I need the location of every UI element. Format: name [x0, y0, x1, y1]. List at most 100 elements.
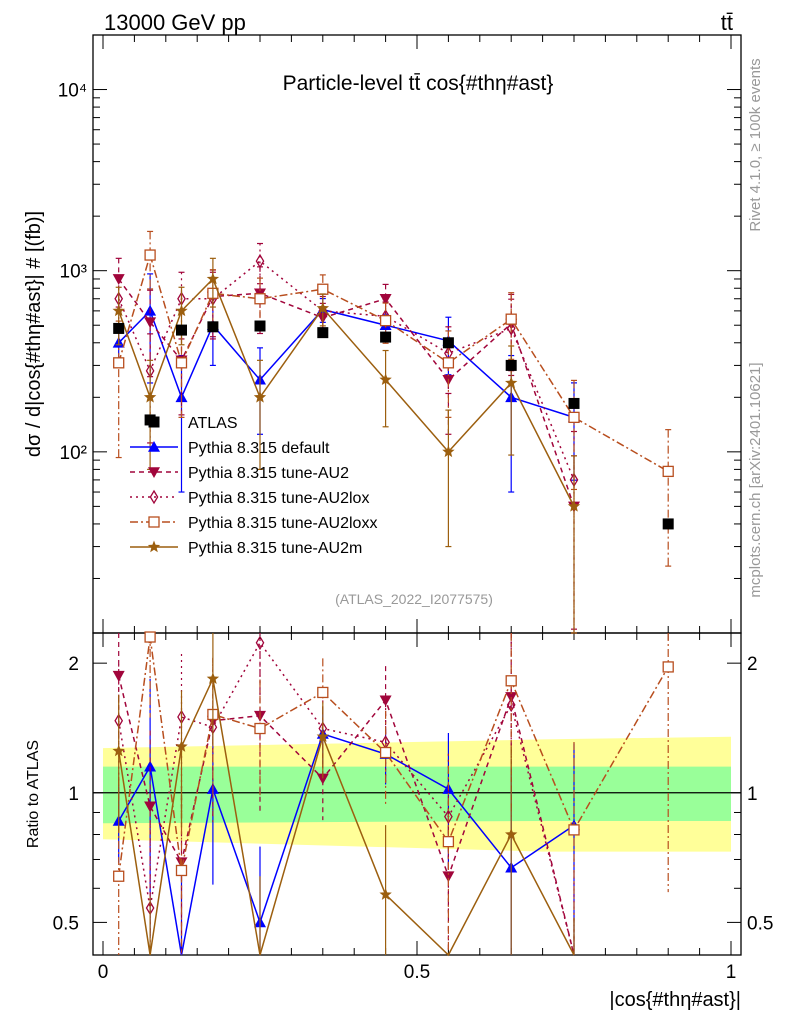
data-point — [568, 411, 580, 424]
reference-point — [568, 397, 580, 409]
data-point — [175, 357, 188, 369]
ratio-tick-label-left: 0.5 — [53, 913, 79, 934]
legend-label: Pythia 8.315 tune-AU2m — [188, 540, 362, 557]
rivet-label: Rivet 4.1.0, ≥ 100k events — [747, 58, 764, 231]
legend-marker — [148, 467, 160, 478]
reference-point — [505, 359, 517, 371]
ratio-tick-label-left: 2 — [68, 654, 79, 675]
data-point — [379, 314, 392, 327]
ratio-point — [175, 864, 188, 877]
data-point — [379, 293, 392, 305]
ratio-point — [112, 744, 125, 757]
data-point — [206, 272, 220, 285]
ratio-point — [254, 722, 266, 735]
ratio-y-axis-label: Ratio to ATLAS — [25, 740, 42, 848]
ratio-point — [113, 870, 125, 882]
y-axis-label: dσ / d|cos{#thη#ast}| # [(fb)] — [23, 211, 45, 457]
data-point — [442, 357, 455, 369]
series-line — [118, 278, 575, 507]
header-energy-label: 13000 GeV pp — [104, 10, 246, 35]
legend-entry-reference: ATLAS — [148, 415, 238, 432]
data-point — [253, 390, 267, 403]
data-point — [567, 499, 581, 512]
x-tick-label: 1 — [726, 962, 737, 983]
ratio-tick-label-left: 1 — [68, 784, 79, 805]
ratio-series-layer — [93, 631, 741, 957]
ratio-point — [144, 801, 157, 813]
reference-inner-band — [103, 766, 731, 824]
legend-marker — [148, 441, 160, 452]
legend-entry-0: Pythia 8.315 default — [130, 440, 330, 457]
legend-entry-1: Pythia 8.315 tune-AU2 — [130, 465, 349, 482]
y-tick-label: 10² — [60, 443, 87, 464]
ratio-point — [568, 824, 580, 836]
series-line — [117, 277, 575, 507]
reference-point — [662, 518, 674, 530]
ratio-point — [112, 670, 125, 682]
data-point — [505, 376, 518, 389]
series-ratio-line — [117, 675, 575, 956]
data-point — [254, 293, 266, 305]
legend-entry-4: Pythia 8.315 tune-AU2m — [130, 540, 362, 557]
legend-label: Pythia 8.315 default — [188, 440, 330, 457]
ratio-point — [316, 773, 329, 785]
legend-marker — [148, 516, 160, 528]
ratio-point — [379, 746, 392, 759]
x-tick-label: 0 — [98, 962, 109, 983]
legend-label: ATLAS — [188, 415, 238, 432]
data-point — [112, 274, 125, 285]
reference-point — [254, 320, 266, 332]
data-point — [143, 390, 157, 403]
series-main-4 — [112, 257, 581, 634]
ratio-point — [144, 760, 157, 772]
ratio-point — [442, 871, 455, 883]
analysis-label: (ATLAS_2022_I2077575) — [335, 591, 493, 607]
legend-marker — [147, 540, 161, 553]
series-line — [117, 252, 669, 473]
ratio-point — [206, 672, 220, 684]
ratio-point — [379, 695, 392, 707]
data-point — [175, 304, 188, 317]
data-point — [144, 249, 156, 261]
reference-point — [113, 322, 125, 334]
ratio-point — [662, 661, 674, 673]
ratio-tick-label-right: 0.5 — [747, 913, 773, 934]
axis-ticks: 10² 10³ 10⁴ 0.5 0.5 1 1 2 2 0 0.5 1 — [53, 34, 773, 983]
y-tick-label: 10³ — [60, 262, 87, 283]
reference-point — [207, 321, 219, 333]
legend-entry-3: Pythia 8.315 tune-AU2loxx — [130, 515, 377, 532]
data-point — [255, 253, 265, 269]
reference-point — [317, 327, 329, 339]
ratio-point — [175, 740, 188, 752]
legend-marker — [148, 416, 160, 428]
series-ratio-line — [117, 676, 575, 957]
series-ratio-line — [118, 732, 575, 956]
ratio-tick-label-right: 1 — [747, 784, 758, 805]
legend: ATLAS Pythia 8.315 default Pythia 8.315 tu… — [130, 415, 377, 557]
reference-point — [442, 337, 454, 349]
ratio-tick-label-right: 2 — [747, 654, 758, 675]
data-point — [662, 465, 674, 478]
data-point — [316, 301, 329, 314]
data-point — [505, 313, 517, 325]
legend-label: Pythia 8.315 tune-AU2loxx — [188, 515, 377, 532]
main-series-layer — [112, 230, 674, 634]
data-point — [379, 373, 392, 385]
header-process-label: tt̄ — [721, 10, 733, 35]
chart-title: Particle-level tt̄ cos{#thη#ast} — [283, 72, 554, 95]
ratio-point — [506, 697, 516, 713]
legend-label: Pythia 8.315 tune-AU2lox — [188, 490, 369, 507]
x-tick-label: 0.5 — [404, 962, 430, 983]
reference-point — [380, 331, 392, 343]
ratio-point — [442, 836, 455, 848]
legend-label: Pythia 8.315 tune-AU2 — [188, 465, 349, 482]
data-point — [113, 357, 125, 369]
data-point — [112, 304, 125, 317]
ratio-point — [444, 809, 453, 824]
ratio-point — [379, 888, 392, 900]
series-ratio-4 — [112, 633, 575, 957]
legend-marker — [149, 489, 159, 505]
data-point — [144, 317, 157, 329]
reference-point — [176, 324, 187, 336]
